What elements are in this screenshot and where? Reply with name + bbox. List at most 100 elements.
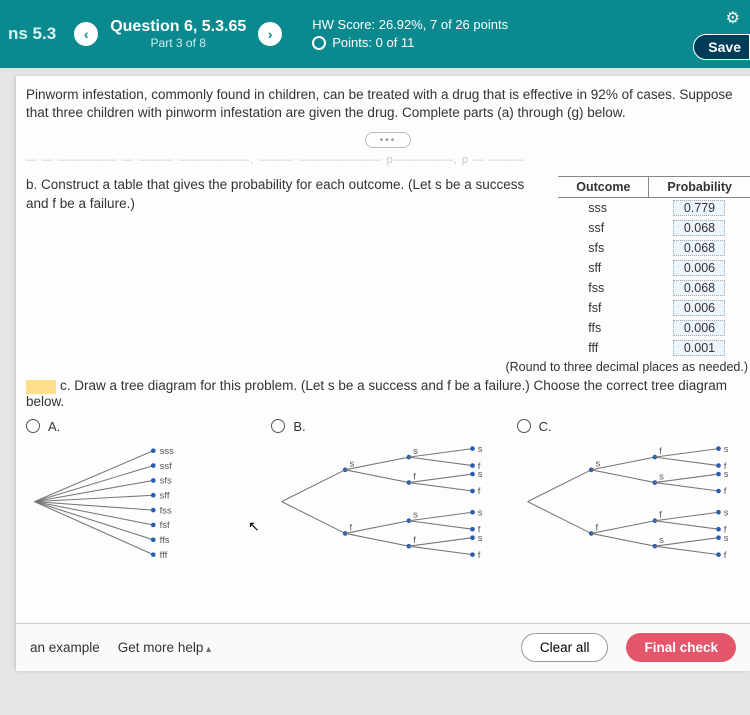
svg-text:s: s <box>478 507 483 518</box>
outcome-cell: fff <box>558 338 649 358</box>
option-b[interactable]: B. sfsfsfsfsfsfsf <box>271 419 504 568</box>
problem-intro: Pinworm infestation, commonly found in c… <box>26 86 750 122</box>
table-row: ssf 0.068 <box>558 218 750 238</box>
save-button[interactable]: Save <box>693 34 750 60</box>
probability-cell: 0.068 <box>649 238 750 258</box>
option-c-label: C. <box>539 419 552 434</box>
radio-a[interactable] <box>26 419 40 433</box>
header-bar: ns 5.3 ‹ Question 6, 5.3.65 Part 3 of 8 … <box>0 0 750 68</box>
probability-cell: 0.068 <box>649 278 750 298</box>
probability-input[interactable]: 0.068 <box>673 240 725 256</box>
radio-c[interactable] <box>517 419 531 433</box>
probability-input[interactable]: 0.006 <box>673 320 725 336</box>
probability-input[interactable]: 0.068 <box>673 280 725 296</box>
clear-all-button[interactable]: Clear all <box>521 633 609 662</box>
next-question-button[interactable]: › <box>258 22 282 46</box>
final-check-button[interactable]: Final check <box>626 633 736 662</box>
table-row: fff 0.001 <box>558 338 750 358</box>
options-row: A. sssssfsfssfffssfsfffsfff B. sfsfsfsfs… <box>26 419 750 568</box>
probability-input[interactable]: 0.779 <box>673 200 725 216</box>
radio-b[interactable] <box>271 419 285 433</box>
svg-text:f: f <box>478 486 481 497</box>
probability-table: Outcome Probability sss 0.779 ssf 0.068 sfs 0… <box>558 176 750 358</box>
hw-score-block: HW Score: 26.92%, 7 of 26 points Points:… <box>312 16 508 52</box>
svg-text:f: f <box>723 550 726 561</box>
svg-text:s: s <box>478 469 483 480</box>
content-panel: Pinworm infestation, commonly found in c… <box>16 76 750 671</box>
table-row: sfs 0.068 <box>558 238 750 258</box>
table-row: ffs 0.006 <box>558 318 750 338</box>
part-b-text: b. Construct a table that gives the prob… <box>26 176 548 212</box>
table-row: fss 0.068 <box>558 278 750 298</box>
svg-text:s: s <box>659 535 664 546</box>
expand-pill[interactable]: ••• <box>365 132 411 148</box>
svg-text:s: s <box>723 469 728 480</box>
svg-text:sss: sss <box>160 446 175 457</box>
table-row: sff 0.006 <box>558 258 750 278</box>
svg-text:f: f <box>659 509 662 520</box>
svg-text:ffs: ffs <box>160 535 170 546</box>
part-c-text: c. Draw a tree diagram for this problem.… <box>26 378 750 408</box>
svg-text:s: s <box>478 533 483 544</box>
svg-text:s: s <box>413 446 418 457</box>
outcome-cell: sfs <box>558 238 649 258</box>
example-link[interactable]: an example <box>30 640 100 655</box>
outcome-cell: ffs <box>558 318 649 338</box>
highlight-marker <box>26 380 56 394</box>
svg-text:f: f <box>478 550 481 561</box>
get-help-link[interactable]: Get more help <box>118 640 211 655</box>
option-c[interactable]: C. sffsfssfsfsfsf <box>517 419 750 568</box>
option-a-label: A. <box>48 419 60 434</box>
outcome-cell: fsf <box>558 298 649 318</box>
table-row: fsf 0.006 <box>558 298 750 318</box>
svg-text:s: s <box>659 471 664 482</box>
probability-cell: 0.001 <box>649 338 750 358</box>
svg-text:fff: fff <box>160 550 168 561</box>
question-block: Question 6, 5.3.65 Part 3 of 8 <box>110 18 246 50</box>
hw-score-text: HW Score: 26.92%, 7 of 26 points <box>312 16 508 34</box>
probability-cell: 0.006 <box>649 258 750 278</box>
svg-text:s: s <box>413 509 418 520</box>
probability-cell: 0.779 <box>649 198 750 219</box>
probability-input[interactable]: 0.006 <box>673 260 725 276</box>
settings-gear-icon[interactable]: ⚙ <box>726 8 740 28</box>
svg-text:f: f <box>723 486 726 497</box>
outcome-cell: fss <box>558 278 649 298</box>
prev-question-button[interactable]: ‹ <box>74 22 98 46</box>
outcome-cell: sff <box>558 258 649 278</box>
table-header-outcome: Outcome <box>558 177 649 198</box>
svg-text:fss: fss <box>160 505 172 516</box>
svg-text:f: f <box>413 535 416 546</box>
svg-text:ssf: ssf <box>160 461 173 472</box>
outcome-cell: ssf <box>558 218 649 238</box>
diagram-c: sffsfssfsfsfsf <box>517 438 750 565</box>
footer-bar: an example Get more help Clear all Final… <box>16 623 750 671</box>
table-row: sss 0.779 <box>558 198 750 219</box>
option-a[interactable]: A. sssssfsfssfffssfsfffsfff <box>26 419 259 568</box>
table-header-probability: Probability <box>649 177 750 198</box>
outcome-cell: sss <box>558 198 649 219</box>
points-text: Points: 0 of 11 <box>332 34 414 52</box>
svg-text:f: f <box>413 471 416 482</box>
probability-input[interactable]: 0.068 <box>673 220 725 236</box>
mouse-cursor-icon: ↖ <box>248 518 260 535</box>
round-note: (Round to three decimal places as needed… <box>26 360 748 374</box>
probability-cell: 0.006 <box>649 298 750 318</box>
question-title: Question 6, 5.3.65 <box>110 18 246 36</box>
svg-text:sff: sff <box>160 490 170 501</box>
svg-text:s: s <box>723 533 728 544</box>
probability-input[interactable]: 0.001 <box>673 340 725 356</box>
faded-prev-part: — — ————— — ——— ——————, ——— ——————— p———… <box>26 154 750 166</box>
diagram-b: sfsfsfsfsfsfsf <box>271 438 504 565</box>
section-label: ns 5.3 <box>8 24 56 44</box>
probability-cell: 0.068 <box>649 218 750 238</box>
svg-text:s: s <box>723 444 728 455</box>
svg-text:f: f <box>659 446 662 457</box>
points-circle-icon <box>312 36 326 50</box>
svg-text:s: s <box>723 507 728 518</box>
probability-cell: 0.006 <box>649 318 750 338</box>
svg-text:s: s <box>478 444 483 455</box>
probability-input[interactable]: 0.006 <box>673 300 725 316</box>
option-b-label: B. <box>293 419 305 434</box>
svg-text:fsf: fsf <box>160 520 170 531</box>
